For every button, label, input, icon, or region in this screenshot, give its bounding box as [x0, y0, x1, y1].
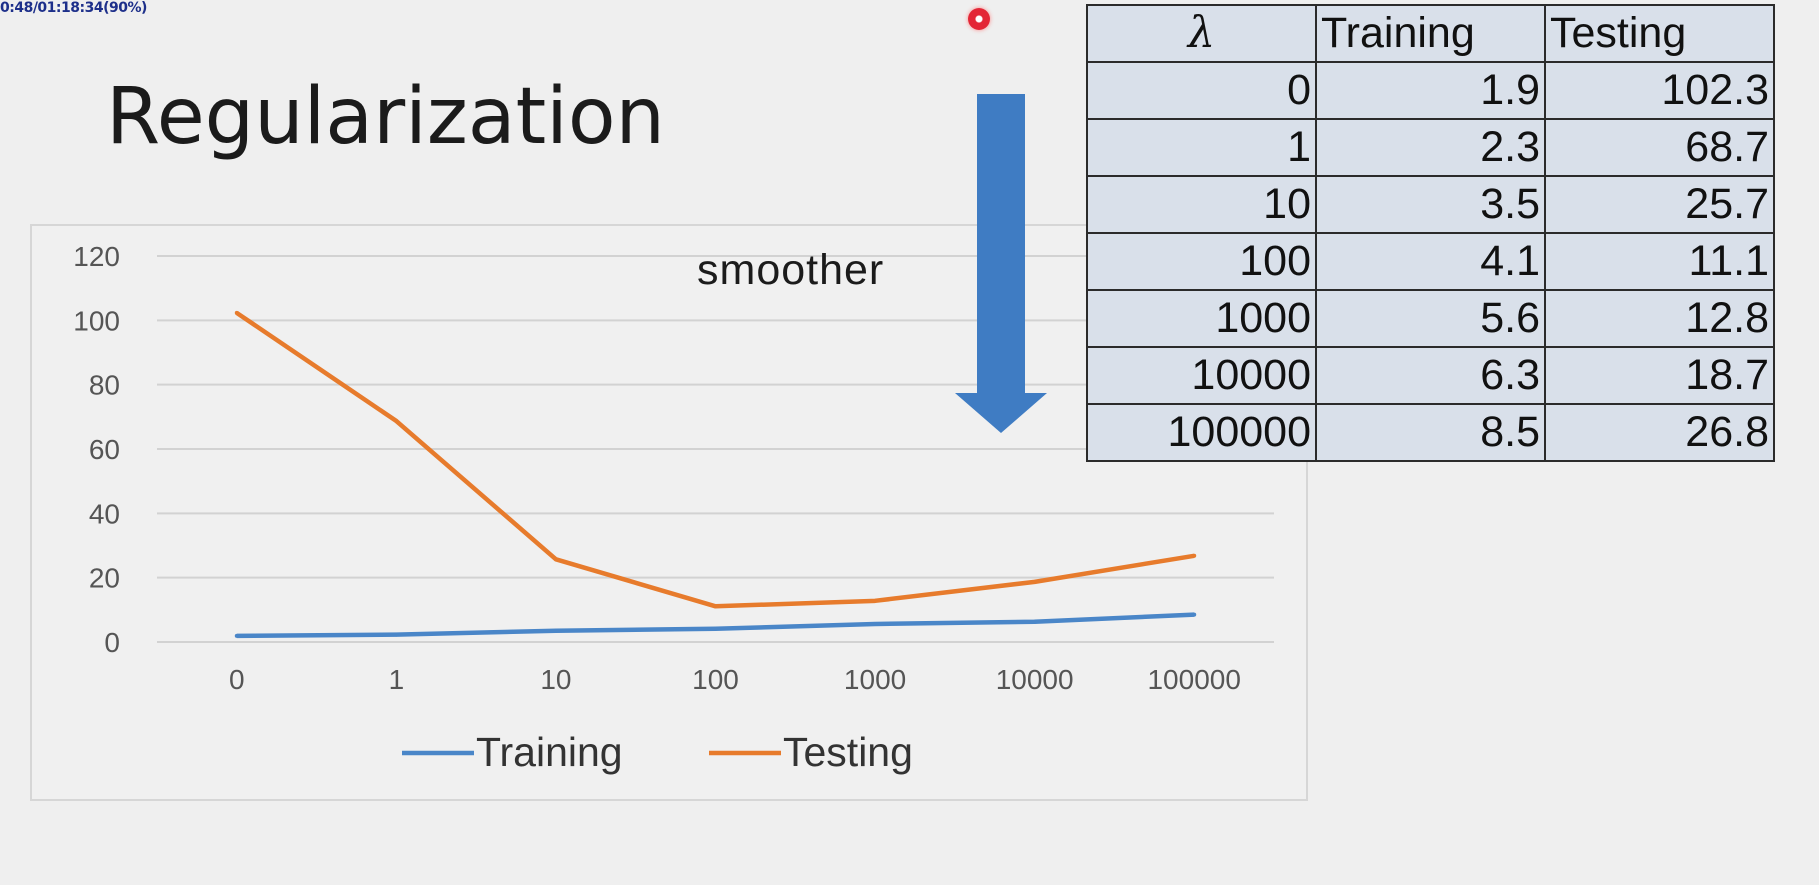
table-row: 10000 6.3 18.7 — [1086, 346, 1775, 405]
x-tick-label: 0 — [229, 664, 245, 695]
lambda-results-table: λ Training Testing 0 1.9 102.3 1 2.3 68.… — [1086, 4, 1775, 462]
cell-training: 6.3 — [1315, 346, 1546, 405]
down-arrow-icon — [955, 94, 1047, 433]
cell-lambda: 100000 — [1086, 403, 1317, 462]
table-row: 100000 8.5 26.8 — [1086, 403, 1775, 462]
cell-training: 4.1 — [1315, 232, 1546, 291]
cell-training: 5.6 — [1315, 289, 1546, 348]
header-lambda: λ — [1086, 4, 1317, 63]
data-point-testing — [713, 604, 718, 609]
table-row: 1000 5.6 12.8 — [1086, 289, 1775, 348]
table-header-row: λ Training Testing — [1086, 4, 1775, 63]
data-point-training — [873, 621, 878, 626]
y-tick-label: 120 — [73, 241, 120, 272]
data-point-training — [1032, 619, 1037, 624]
data-point-testing — [553, 557, 558, 562]
data-point-testing — [394, 419, 399, 424]
data-point-testing — [234, 310, 239, 315]
cell-lambda: 1 — [1086, 118, 1317, 177]
x-tick-label: 10000 — [996, 664, 1074, 695]
cell-testing: 18.7 — [1544, 346, 1775, 405]
y-tick-label: 100 — [73, 305, 120, 336]
video-timestamp: 0:48/01:18:34(90%) — [0, 0, 147, 16]
laser-pointer-dot — [968, 8, 990, 30]
table-row: 10 3.5 25.7 — [1086, 175, 1775, 234]
table-row: 1 2.3 68.7 — [1086, 118, 1775, 177]
cell-testing: 12.8 — [1544, 289, 1775, 348]
y-tick-label: 0 — [104, 627, 120, 658]
cell-lambda: 1000 — [1086, 289, 1317, 348]
data-point-training — [713, 626, 718, 631]
y-tick-label: 40 — [89, 498, 120, 529]
y-tick-label: 20 — [89, 563, 120, 594]
cell-lambda: 10 — [1086, 175, 1317, 234]
data-point-testing — [873, 598, 878, 603]
slide-title: Regularization — [106, 72, 665, 162]
arrow-shaft — [977, 94, 1025, 393]
x-tick-label: 1 — [389, 664, 405, 695]
cell-lambda: 10000 — [1086, 346, 1317, 405]
y-tick-label: 60 — [89, 434, 120, 465]
x-tick-label: 10 — [540, 664, 571, 695]
line-chart: 0 20 40 60 80 100 120 0 1 10 100 1000 10000 100000 Tra… — [73, 241, 1274, 775]
cell-testing: 11.1 — [1544, 232, 1775, 291]
cell-testing: 26.8 — [1544, 403, 1775, 462]
legend-label-training: Training — [476, 729, 623, 775]
data-point-training — [234, 633, 239, 638]
legend-label-testing: Testing — [783, 729, 913, 775]
series-line-training — [236, 612, 1195, 639]
cell-lambda: 100 — [1086, 232, 1317, 291]
cell-training: 2.3 — [1315, 118, 1546, 177]
data-point-training — [553, 628, 558, 633]
x-tick-label: 1000 — [844, 664, 906, 695]
arrow-head — [955, 393, 1047, 433]
table-row: 0 1.9 102.3 — [1086, 61, 1775, 120]
data-point-testing — [1032, 579, 1037, 584]
data-point-testing — [1192, 553, 1197, 558]
x-tick-label: 100 — [692, 664, 739, 695]
y-tick-label: 80 — [89, 370, 120, 401]
cell-testing: 102.3 — [1544, 61, 1775, 120]
header-testing: Testing — [1544, 4, 1775, 63]
smoother-annotation: smoother — [697, 246, 885, 294]
data-point-training — [394, 632, 399, 637]
table-row: 100 4.1 11.1 — [1086, 232, 1775, 291]
x-tick-label: 100000 — [1147, 664, 1240, 695]
cell-testing: 68.7 — [1544, 118, 1775, 177]
data-point-training — [1192, 612, 1197, 617]
cell-training: 1.9 — [1315, 61, 1546, 120]
cell-training: 3.5 — [1315, 175, 1546, 234]
cell-testing: 25.7 — [1544, 175, 1775, 234]
cell-training: 8.5 — [1315, 403, 1546, 462]
header-training: Training — [1315, 4, 1546, 63]
cell-lambda: 0 — [1086, 61, 1317, 120]
